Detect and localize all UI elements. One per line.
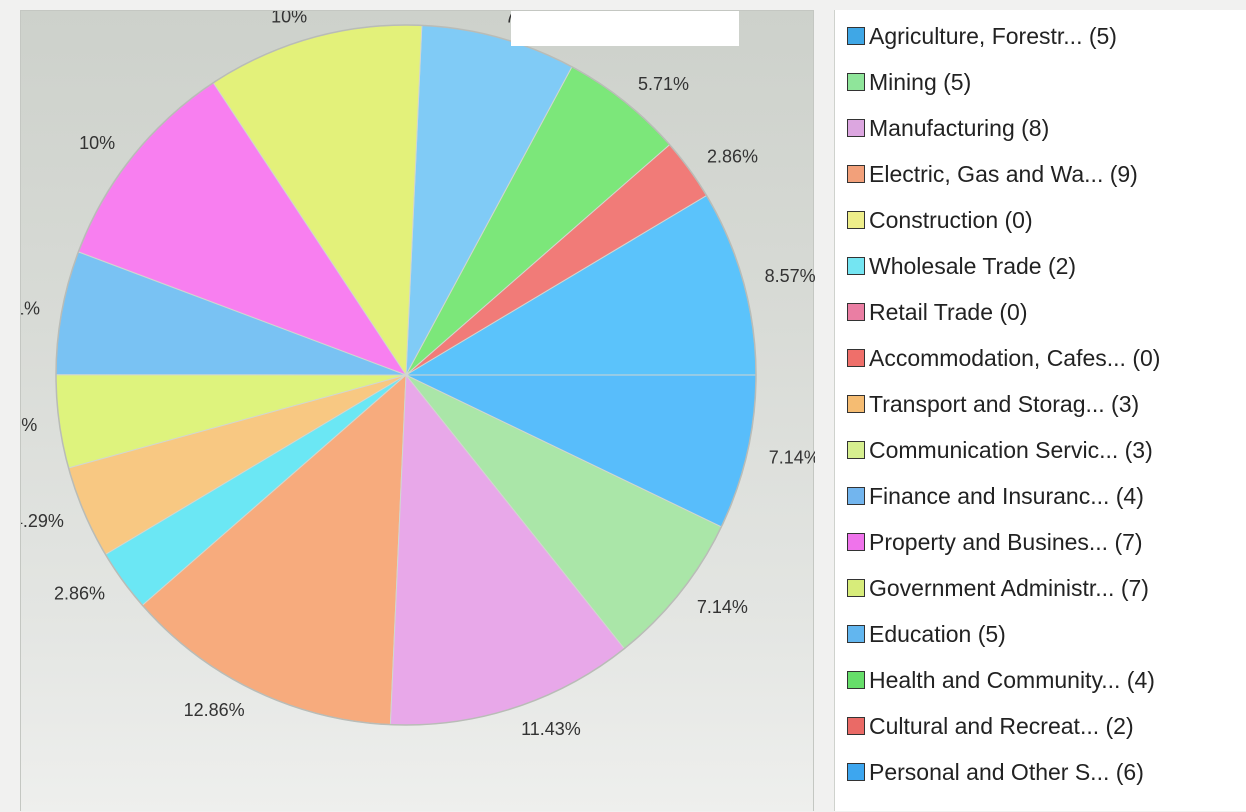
legend-item[interactable]: Construction (0) [847, 205, 1033, 235]
legend-item[interactable]: Agriculture, Forestr... (5) [847, 21, 1117, 51]
legend-label: Education (5) [869, 620, 1006, 647]
legend-item[interactable]: Communication Servic... (3) [847, 435, 1153, 465]
legend-item[interactable]: Property and Busines... (7) [847, 527, 1143, 557]
legend-item[interactable]: Electric, Gas and Wa... (9) [847, 159, 1138, 189]
legend-swatch [847, 119, 865, 137]
pie-outline [55, 24, 757, 726]
legend-label: Cultural and Recreat... (2) [869, 712, 1134, 739]
slice-percent-label: 4.29% [21, 415, 37, 435]
legend-swatch [847, 487, 865, 505]
legend-item[interactable]: Manufacturing (8) [847, 113, 1049, 143]
legend-label: Electric, Gas and Wa... (9) [869, 160, 1138, 187]
legend-label: Agriculture, Forestr... (5) [869, 22, 1117, 49]
legend-swatch [847, 579, 865, 597]
legend-item[interactable]: Finance and Insuranc... (4) [847, 481, 1144, 511]
legend-swatch [847, 349, 865, 367]
legend-label: Transport and Storag... (3) [869, 390, 1140, 417]
slice-percent-label: 12.86% [184, 700, 245, 720]
legend-item[interactable]: Health and Community... (4) [847, 665, 1155, 695]
slice-percent-label: 2.86% [707, 146, 758, 166]
legend-label: Finance and Insuranc... (4) [869, 482, 1144, 509]
legend-item[interactable]: Cultural and Recreat... (2) [847, 711, 1134, 741]
slice-percent-label: 7.14% [769, 448, 815, 468]
legend-item[interactable]: Accommodation, Cafes... (0) [847, 343, 1160, 373]
chart-panel: 8.57% 2.86% 5.71% 7.14% 10% 10% 5.71% 4.29% 4.29… [20, 10, 815, 811]
legend-label: Communication Servic... (3) [869, 436, 1153, 463]
slice-percent-label: 10% [271, 11, 307, 26]
legend: Agriculture, Forestr... (5) Mining (5) Man… [834, 10, 1246, 811]
legend-item[interactable]: Wholesale Trade (2) [847, 251, 1076, 281]
legend-item[interactable]: Education (5) [847, 619, 1006, 649]
legend-item[interactable]: Personal and Other S... (6) [847, 757, 1144, 787]
legend-label: Retail Trade (0) [869, 298, 1028, 325]
legend-swatch [847, 441, 865, 459]
slice-percent-label: 7.14% [697, 597, 748, 617]
slice-percent-label: 2.86% [54, 584, 105, 604]
legend-swatch [847, 257, 865, 275]
legend-label: Wholesale Trade (2) [869, 252, 1077, 279]
legend-swatch [847, 165, 865, 183]
legend-item[interactable]: Government Administr... (7) [847, 573, 1149, 603]
slice-percent-label: 8.57% [765, 266, 815, 286]
legend-swatch [847, 671, 865, 689]
legend-label: Accommodation, Cafes... (0) [869, 344, 1161, 371]
legend-swatch [847, 717, 865, 735]
legend-swatch [847, 763, 865, 781]
legend-label: Property and Busines... (7) [869, 528, 1143, 555]
legend-label: Health and Community... (4) [869, 666, 1155, 693]
slice-percent-label: 10% [79, 133, 115, 153]
pie-chart: 8.57% 2.86% 5.71% 7.14% 10% 10% 5.71% 4.29% 4.29… [21, 11, 815, 739]
legend-swatch [847, 73, 865, 91]
chart-title-area [511, 11, 739, 46]
legend-item[interactable]: Retail Trade (0) [847, 297, 1028, 327]
legend-swatch [847, 211, 865, 229]
legend-swatch [847, 533, 865, 551]
legend-item[interactable]: Mining (5) [847, 67, 971, 97]
slice-percent-label: 5.71% [21, 298, 40, 318]
legend-swatch [847, 625, 865, 643]
slice-percent-label: 4.29% [21, 511, 64, 531]
legend-label: Mining (5) [869, 68, 972, 95]
legend-label: Government Administr... (7) [869, 574, 1149, 601]
legend-label: Manufacturing (8) [869, 114, 1050, 141]
slice-percent-label: 11.43% [521, 719, 581, 739]
legend-swatch [847, 27, 865, 45]
legend-item[interactable]: Transport and Storag... (3) [847, 389, 1139, 419]
legend-swatch [847, 395, 865, 413]
legend-label: Construction (0) [869, 206, 1033, 233]
legend-label: Personal and Other S... (6) [869, 758, 1144, 785]
legend-swatch [847, 303, 865, 321]
slice-percent-label: 5.71% [638, 74, 689, 94]
